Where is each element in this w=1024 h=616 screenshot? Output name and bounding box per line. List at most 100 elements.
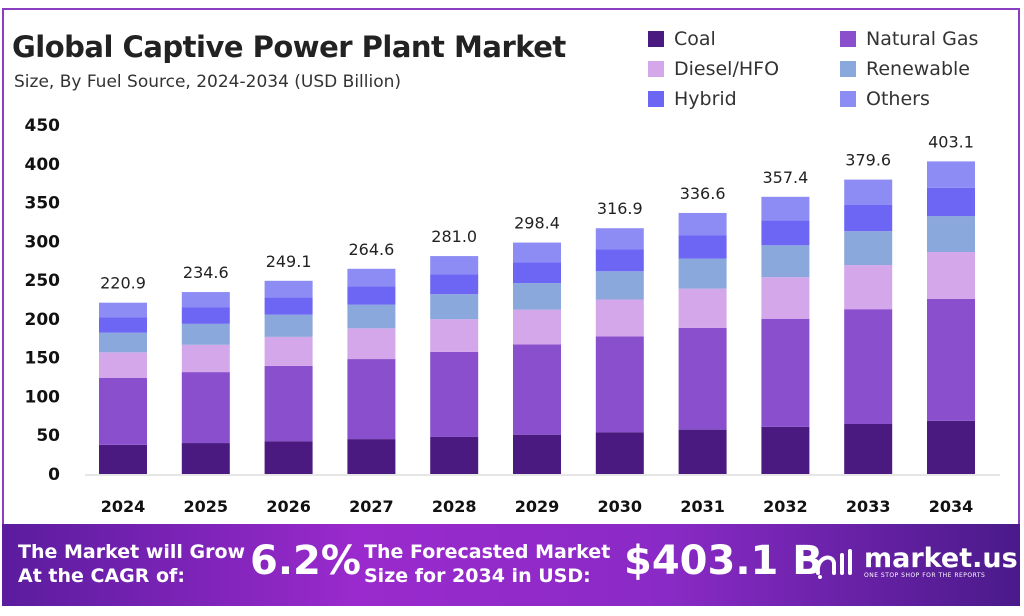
x-tick-label-2030: 2030 xyxy=(598,497,643,516)
bar-segment-natural-gas-2028 xyxy=(430,351,479,437)
bar-segment-natural-gas-2032 xyxy=(761,318,810,427)
bar-segment-renewable-2030 xyxy=(595,271,644,300)
legend-swatch xyxy=(648,61,664,77)
y-tick-label: 50 xyxy=(36,426,60,446)
x-tick-label-2033: 2033 xyxy=(846,497,891,516)
x-tick-label-2034: 2034 xyxy=(929,497,974,516)
legend-item-others: Others xyxy=(840,88,930,110)
logo-icon xyxy=(815,548,852,579)
bar-segment-hybrid-2034 xyxy=(927,187,975,217)
bar-segment-others-2031 xyxy=(678,212,727,236)
bar-segment-natural-gas-2024 xyxy=(99,377,147,445)
x-tick-label-2027: 2027 xyxy=(349,497,394,516)
total-label-2031: 336.6 xyxy=(680,184,726,203)
x-tick-label-2029: 2029 xyxy=(515,497,560,516)
bar-segment-natural-gas-2030 xyxy=(595,336,644,433)
y-tick-label: 400 xyxy=(25,155,61,175)
bar-segment-natural-gas-2027 xyxy=(347,359,396,440)
x-tick-label-2026: 2026 xyxy=(266,497,311,516)
bar-segment-others-2033 xyxy=(844,179,893,205)
y-tick-label: 0 xyxy=(48,465,60,485)
total-label-2026: 249.1 xyxy=(266,252,312,271)
bar-segment-natural-gas-2034 xyxy=(927,298,975,421)
bar-segment-natural-gas-2026 xyxy=(264,365,313,442)
legend-label: Natural Gas xyxy=(866,28,979,50)
y-tick-label: 100 xyxy=(25,387,61,407)
legend-swatch xyxy=(648,31,664,47)
legend-item-hybrid: Hybrid xyxy=(648,88,737,110)
bar-segment-natural-gas-2029 xyxy=(513,344,561,435)
bar-segment-others-2028 xyxy=(430,256,479,275)
logo-tagline: ONE STOP SHOP FOR THE REPORTS xyxy=(864,572,986,579)
bar-segment-coal-2028 xyxy=(430,436,479,474)
bar-segment-hybrid-2024 xyxy=(99,317,147,333)
x-tick-label-2025: 2025 xyxy=(184,497,229,516)
total-label-2033: 379.6 xyxy=(845,151,891,170)
y-tick-label: 350 xyxy=(25,194,61,214)
bar-segment-coal-2024 xyxy=(99,444,147,474)
bar-segment-others-2029 xyxy=(513,242,561,263)
bar-segment-diesel-hfo-2030 xyxy=(595,299,644,337)
bar-segment-natural-gas-2033 xyxy=(844,309,893,424)
bar-segment-renewable-2025 xyxy=(181,323,230,345)
bar-segment-natural-gas-2025 xyxy=(181,372,230,444)
x-tick-label-2024: 2024 xyxy=(101,497,146,516)
bar-segment-diesel-hfo-2032 xyxy=(761,277,810,319)
bar-segment-hybrid-2031 xyxy=(678,235,727,259)
bar-segment-hybrid-2028 xyxy=(430,274,479,295)
bar-segment-renewable-2032 xyxy=(761,245,810,278)
x-tick-label-2032: 2032 xyxy=(763,497,808,516)
legend-label: Diesel/HFO xyxy=(674,58,780,80)
bar-segment-renewable-2034 xyxy=(927,216,975,253)
bar-segment-hybrid-2026 xyxy=(264,297,313,315)
bar-segment-renewable-2027 xyxy=(347,304,396,329)
bar-segment-coal-2025 xyxy=(181,443,230,474)
bar-segment-diesel-hfo-2033 xyxy=(844,265,893,310)
x-tick-label-2028: 2028 xyxy=(432,497,477,516)
bar-segment-diesel-hfo-2026 xyxy=(264,336,313,366)
legend-label: Coal xyxy=(674,28,716,50)
market-us-logo: market.us ONE STOP SHOP FOR THE REPORTS xyxy=(814,545,1018,579)
bar-segment-hybrid-2027 xyxy=(347,286,396,305)
bar-segment-diesel-hfo-2024 xyxy=(99,352,147,378)
bar-segment-natural-gas-2031 xyxy=(678,327,727,430)
bar-segment-diesel-hfo-2031 xyxy=(678,288,727,328)
bar-segment-coal-2026 xyxy=(264,441,313,474)
bar-segment-diesel-hfo-2027 xyxy=(347,328,396,360)
total-label-2027: 264.6 xyxy=(348,240,394,259)
bar-segment-diesel-hfo-2025 xyxy=(181,344,230,373)
chart-title: Global Captive Power Plant Market xyxy=(12,30,566,64)
cagr-label-line2: At the CAGR of: xyxy=(18,565,185,587)
legend-item-diesel-hfo: Diesel/HFO xyxy=(648,58,779,80)
cagr-value: 6.2% xyxy=(250,538,361,584)
legend-item-natural-gas: Natural Gas xyxy=(840,28,978,50)
cagr-label: The Market will Grow At the CAGR of: xyxy=(18,540,245,588)
bar-segment-hybrid-2032 xyxy=(761,220,810,246)
bar-segment-others-2024 xyxy=(99,302,147,318)
bar-segment-others-2026 xyxy=(264,280,313,298)
bar-segment-renewable-2028 xyxy=(430,294,479,320)
bar-segment-others-2025 xyxy=(181,292,230,308)
legend-label: Others xyxy=(866,88,930,110)
y-tick-label: 300 xyxy=(25,232,61,252)
legend-swatch xyxy=(840,91,856,107)
bar-segment-diesel-hfo-2028 xyxy=(430,319,479,352)
x-tick-label-2031: 2031 xyxy=(680,497,725,516)
forecast-value: $403.1 B xyxy=(624,538,823,584)
y-tick-label: 200 xyxy=(25,310,61,330)
y-tick-label: 150 xyxy=(25,349,61,369)
total-label-2025: 234.6 xyxy=(183,263,229,282)
bar-segment-coal-2030 xyxy=(595,432,644,474)
bar-segment-coal-2029 xyxy=(513,434,561,474)
bar-segment-diesel-hfo-2034 xyxy=(927,252,975,299)
total-label-2024: 220.9 xyxy=(100,274,146,293)
footer-banner: The Market will Grow At the CAGR of: 6.2… xyxy=(2,524,1020,606)
y-tick-label: 450 xyxy=(25,116,61,136)
legend-item-coal: Coal xyxy=(648,28,716,50)
bar-segment-hybrid-2025 xyxy=(181,307,230,324)
legend-swatch xyxy=(840,31,856,47)
bar-segment-coal-2027 xyxy=(347,439,396,474)
bar-segment-renewable-2033 xyxy=(844,231,893,266)
forecast-label-line2: Size for 2034 in USD: xyxy=(364,565,591,587)
bar-segment-coal-2034 xyxy=(927,420,975,474)
